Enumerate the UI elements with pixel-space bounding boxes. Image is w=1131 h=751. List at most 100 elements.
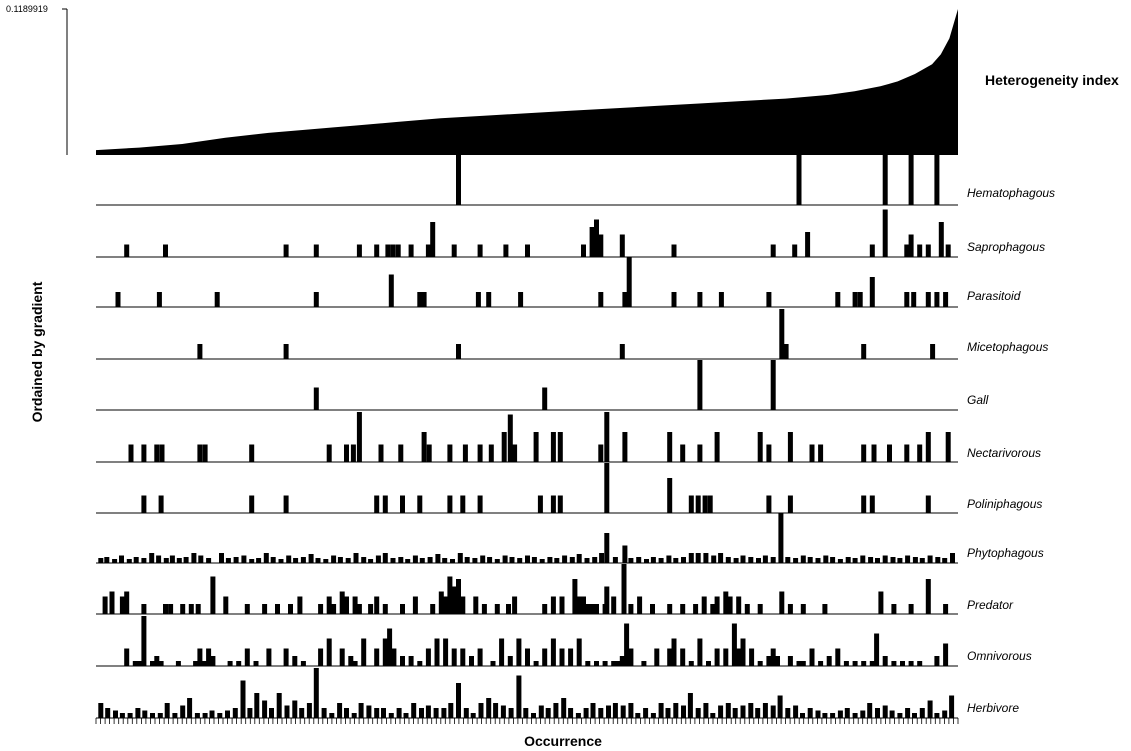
bar-herbivore bbox=[441, 708, 447, 718]
bar-phytophagous bbox=[191, 553, 197, 563]
bar-predator bbox=[481, 604, 487, 614]
bar-saprophagous bbox=[598, 234, 604, 257]
bar-phytophagous bbox=[733, 558, 739, 563]
bar-herbivore bbox=[344, 708, 349, 718]
bar-nectarivorous bbox=[766, 444, 772, 462]
bar-phytophagous bbox=[382, 553, 388, 563]
bar-saprophagous bbox=[503, 244, 509, 257]
bar-phytophagous bbox=[927, 555, 933, 563]
bar-phytophagous bbox=[622, 545, 628, 563]
bar-phytophagous bbox=[494, 559, 500, 563]
bar-herbivore bbox=[351, 713, 357, 718]
bar-herbivore bbox=[725, 703, 731, 718]
bar-poliniphagous bbox=[249, 495, 255, 513]
bar-omnivorous bbox=[206, 648, 212, 666]
bar-saprophagous bbox=[477, 244, 483, 257]
bar-saprophagous bbox=[908, 234, 914, 257]
bar-parasitoid bbox=[417, 292, 423, 307]
bar-herbivore bbox=[456, 683, 461, 718]
bar-phytophagous bbox=[141, 558, 147, 563]
bar-saprophagous bbox=[390, 244, 396, 257]
bar-predator bbox=[109, 591, 115, 614]
bar-herbivore bbox=[366, 705, 372, 718]
bar-herbivore bbox=[718, 705, 724, 718]
bar-herbivore bbox=[852, 713, 858, 718]
panel-label-nectarivorous: Nectarivorous bbox=[967, 446, 1041, 460]
bar-herbivore bbox=[635, 713, 641, 718]
bar-herbivore bbox=[860, 710, 866, 718]
bar-predator bbox=[800, 604, 806, 614]
bar-nectarivorous bbox=[326, 444, 332, 462]
bar-poliniphagous bbox=[283, 495, 289, 513]
bar-omnivorous bbox=[124, 648, 130, 666]
bar-herbivore bbox=[785, 708, 791, 718]
bar-herbivore bbox=[470, 713, 476, 718]
bar-herbivore bbox=[561, 698, 567, 718]
bar-phytophagous bbox=[112, 559, 118, 563]
bar-omnivorous bbox=[736, 648, 742, 666]
bar-herbivore bbox=[217, 713, 223, 718]
bar-phytophagous bbox=[658, 558, 664, 563]
bar-herbivore bbox=[583, 708, 589, 718]
bar-predator bbox=[943, 604, 949, 614]
bar-predator bbox=[318, 604, 324, 614]
bar-herbivore bbox=[927, 700, 933, 718]
bar-phytophagous bbox=[225, 558, 231, 563]
bar-phytophagous bbox=[882, 555, 888, 563]
heterogeneity-area bbox=[96, 9, 958, 155]
bar-poliniphagous bbox=[702, 495, 708, 513]
bar-omnivorous bbox=[469, 656, 474, 666]
bar-predator bbox=[506, 604, 511, 614]
bar-phytophagous bbox=[361, 557, 367, 563]
bar-herbivore bbox=[388, 713, 394, 718]
bar-omnivorous bbox=[619, 656, 625, 666]
bar-omnivorous bbox=[451, 648, 457, 666]
bar-phytophagous bbox=[183, 557, 189, 563]
bar-predator bbox=[576, 596, 582, 614]
bar-predator bbox=[494, 604, 500, 614]
bar-omnivorous bbox=[775, 656, 780, 666]
bar-herbivore bbox=[822, 713, 828, 718]
bar-predator bbox=[326, 596, 332, 614]
bar-poliniphagous bbox=[557, 495, 563, 513]
bar-phytophagous bbox=[666, 555, 672, 563]
bar-omnivorous bbox=[227, 661, 233, 666]
bar-parasitoid bbox=[156, 292, 162, 307]
bar-nectarivorous bbox=[925, 432, 931, 462]
bar-predator bbox=[667, 604, 673, 614]
bar-saprophagous bbox=[395, 244, 401, 257]
bar-nectarivorous bbox=[501, 432, 507, 462]
bar-phytophagous bbox=[435, 554, 441, 563]
bar-herbivore bbox=[119, 713, 125, 718]
bar-phytophagous bbox=[308, 554, 314, 563]
bar-herbivore bbox=[209, 710, 215, 718]
bar-omnivorous bbox=[542, 648, 548, 666]
bar-predator bbox=[438, 591, 444, 614]
x-axis-label: Occurrence bbox=[524, 733, 602, 749]
bar-herbivore bbox=[425, 705, 431, 718]
bar-parasitoid bbox=[852, 292, 858, 307]
bar-predator bbox=[119, 596, 125, 614]
bar-nectarivorous bbox=[667, 432, 673, 462]
bar-nectarivorous bbox=[871, 444, 877, 462]
bar-predator bbox=[611, 596, 617, 614]
bar-phytophagous bbox=[695, 553, 701, 563]
bar-nectarivorous bbox=[141, 444, 147, 462]
bar-phytophagous bbox=[163, 558, 169, 563]
bar-saprophagous bbox=[904, 244, 910, 257]
bar-saprophagous bbox=[124, 244, 130, 257]
bar-predator bbox=[168, 604, 174, 614]
bar-parasitoid bbox=[388, 274, 394, 307]
bar-phytophagous bbox=[419, 558, 425, 563]
bar-omnivorous bbox=[654, 648, 660, 666]
bar-phytophagous bbox=[156, 555, 162, 563]
bar-omnivorous bbox=[943, 643, 949, 666]
bar-parasitoid bbox=[626, 257, 632, 307]
bar-saprophagous bbox=[163, 244, 168, 257]
bar-poliniphagous bbox=[604, 463, 610, 513]
panel-label-herbivore: Herbivore bbox=[967, 701, 1019, 715]
bar-phytophagous bbox=[740, 555, 746, 563]
bar-predator bbox=[779, 591, 785, 614]
bar-omnivorous bbox=[818, 661, 824, 666]
panel-label-omnivorous: Omnivorous bbox=[967, 649, 1032, 663]
